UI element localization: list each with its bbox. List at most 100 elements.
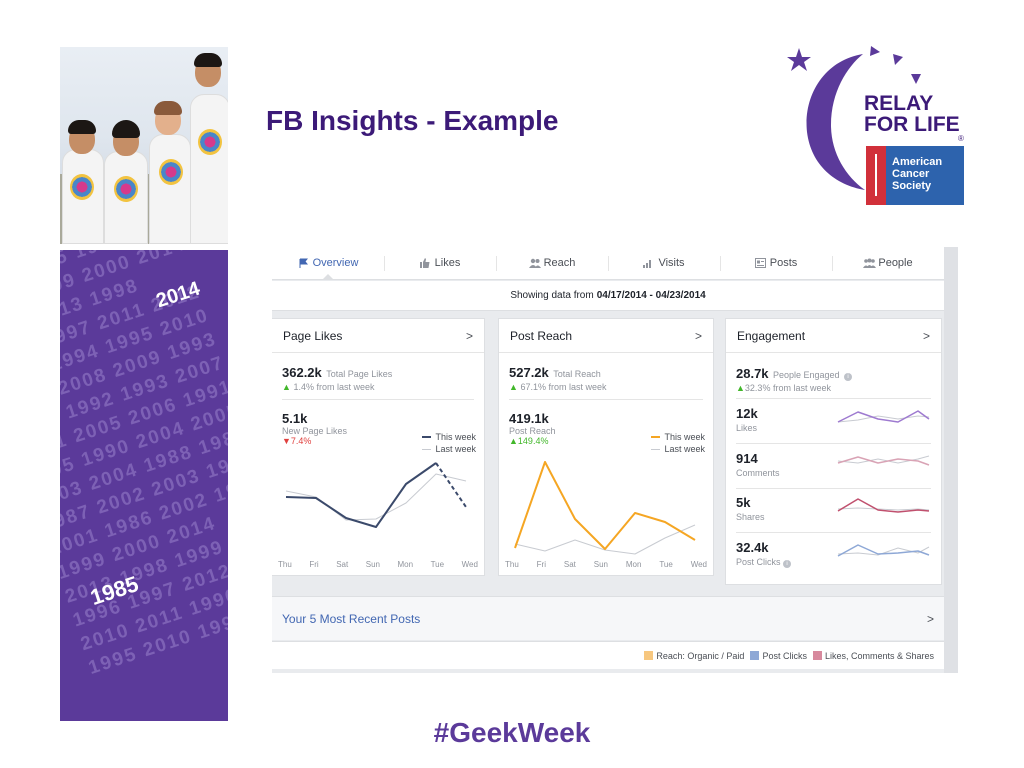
group-icon (863, 258, 877, 268)
up-arrow-icon: ▲ (509, 382, 518, 392)
year-pattern-strip: 2001 1985 1986 2000 2014 1985 1999 2000 … (60, 250, 228, 721)
rfl-line2: FOR LIFE (864, 113, 960, 136)
shares-label: Shares (736, 512, 765, 522)
total-page-likes-value: 362.2k (282, 365, 322, 380)
info-icon[interactable]: i (783, 560, 792, 568)
chevron-right-icon[interactable]: > (926, 611, 934, 626)
new-page-likes-metric: 5.1k New Page Likes ▼7.4% (272, 400, 484, 446)
up-arrow-icon: ▲ (736, 383, 745, 393)
tab-visits-label: Visits (658, 257, 685, 269)
year-pattern: 2001 1985 1986 2000 2014 1985 1999 2000 … (60, 250, 228, 680)
tab-likes-label: Likes (434, 257, 461, 269)
x-axis-tick-label: Thu (278, 560, 292, 569)
post-clicks-label: Post Clicks i (736, 557, 792, 568)
total-page-likes-label: Total Page Likes (326, 369, 393, 379)
new-page-likes-change: ▼7.4% (282, 436, 474, 446)
x-axis-tick-label: Fri (536, 560, 546, 569)
tab-people[interactable]: People (832, 247, 944, 279)
legend-this-week: This week (651, 431, 705, 443)
post-reach-change: ▲149.4% (509, 436, 703, 446)
triangle-icon (911, 74, 921, 84)
post-reach-value: 419.1k (509, 411, 549, 426)
people-engaged-metric: 28.7k People Engaged i ▲32.3% from last … (726, 353, 941, 398)
date-range-prefix: Showing data from (510, 290, 594, 301)
slide-title: FB Insights - Example (266, 105, 559, 136)
tab-overview-label: Overview (312, 257, 359, 269)
tab-overview[interactable]: Overview (272, 247, 384, 280)
page-likes-card: Page Likes > 362.2k Total Page Likes ▲ 1… (272, 318, 485, 576)
post-reach-line-chart (514, 461, 696, 555)
swatch-reach (644, 650, 654, 660)
engagement-header[interactable]: Engagement > (726, 319, 941, 353)
likes-value: 12k (736, 406, 758, 421)
x-axis-tick-label: Sun (593, 560, 608, 569)
acs-wordmark: American Cancer Society (892, 156, 942, 192)
up-arrow-icon: ▲ (509, 436, 518, 446)
x-axis-tick-label: Tue (659, 560, 673, 569)
sparkline-this-week (837, 456, 930, 466)
x-axis-tick-label: Mon (397, 560, 414, 569)
tab-reach[interactable]: Reach (496, 247, 608, 279)
person-2 (100, 94, 150, 244)
tab-visits[interactable]: Visits (608, 247, 720, 279)
post-clicks-label-text: Post Clicks (736, 557, 781, 567)
recent-posts-section[interactable]: Your 5 Most Recent Posts > (272, 596, 944, 640)
post-reach-legend: This week Last week (651, 431, 705, 455)
rfl-wordmark: RELAY FOR LIFE (864, 93, 960, 135)
post-reach-label: Post Reach (509, 426, 556, 436)
acs-badge: American Cancer Society (866, 146, 964, 205)
post-reach-header[interactable]: Post Reach > (499, 319, 713, 353)
footer-hashtag: #GeekWeek (433, 717, 591, 748)
page-likes-legend: This week Last week (422, 431, 476, 455)
divider (509, 399, 703, 400)
page-likes-line-chart (285, 462, 467, 528)
engagement-card: Engagement > 28.7k People Engaged i ▲32.… (725, 318, 942, 585)
new-page-likes-label: New Page Likes (282, 426, 348, 436)
total-page-likes-change: ▲ 1.4% from last week (282, 382, 474, 392)
post-clicks-value: 32.4k (736, 540, 769, 555)
tab-posts[interactable]: Posts (720, 247, 832, 279)
chevron-right-icon[interactable]: > (694, 328, 702, 343)
sword-icon (875, 154, 877, 196)
engagement-row-likes[interactable]: 12k Likes (736, 400, 931, 444)
page-likes-x-axis: Thu Fri Sat Sun Mon Tue Wed (272, 560, 484, 569)
triangle-icon (870, 46, 880, 56)
posts-icon (754, 258, 766, 268)
comments-label: Comments (736, 468, 780, 478)
post-clicks-sparkline (837, 544, 930, 557)
triangle-icon (893, 54, 903, 65)
chevron-right-icon[interactable]: > (922, 328, 930, 343)
page-likes-header[interactable]: Page Likes > (272, 319, 484, 353)
divider (282, 399, 474, 400)
tab-people-label: People (878, 257, 913, 269)
chevron-right-icon[interactable]: > (465, 328, 473, 343)
swatch-this-week (651, 436, 661, 438)
scrollbar[interactable] (944, 247, 958, 673)
acs-line3: Society (892, 180, 932, 192)
sparkline-this-week (837, 498, 930, 513)
total-reach-change: ▲ 67.1% from last week (509, 382, 703, 392)
legend-last-week: Last week (422, 443, 476, 455)
legend-last-week-label: Last week (664, 444, 705, 454)
tab-likes[interactable]: Likes (384, 247, 496, 279)
legend-this-week-label: This week (435, 432, 476, 442)
fb-insights-screenshot: Overview Likes Reach Visits Posts People… (272, 247, 958, 673)
acs-line2: Cancer (892, 168, 930, 180)
info-icon[interactable]: i (844, 373, 853, 381)
person-4 (188, 49, 228, 244)
engagement-row-shares[interactable]: 5k Shares (736, 489, 931, 533)
engagement-row-comments[interactable]: 914 Comments (736, 445, 931, 489)
comments-sparkline (837, 455, 930, 466)
this-week-line (285, 462, 437, 528)
page-likes-title: Page Likes (283, 328, 343, 343)
x-axis-tick-label: Mon (625, 560, 642, 569)
legend-reach-label: Reach: Organic / Paid (656, 650, 745, 661)
tab-reach-label: Reach (543, 257, 576, 269)
swatch-likes-comments-shares (812, 650, 822, 660)
change-suffix: from last week (772, 383, 831, 393)
tab-posts-label: Posts (769, 257, 798, 269)
swatch-last-week (651, 448, 661, 450)
engagement-row-post-clicks[interactable]: 32.4k Post Clicks i (736, 534, 931, 578)
star-icon (787, 48, 811, 71)
total-page-likes-change-value: 1.4% (293, 382, 314, 392)
